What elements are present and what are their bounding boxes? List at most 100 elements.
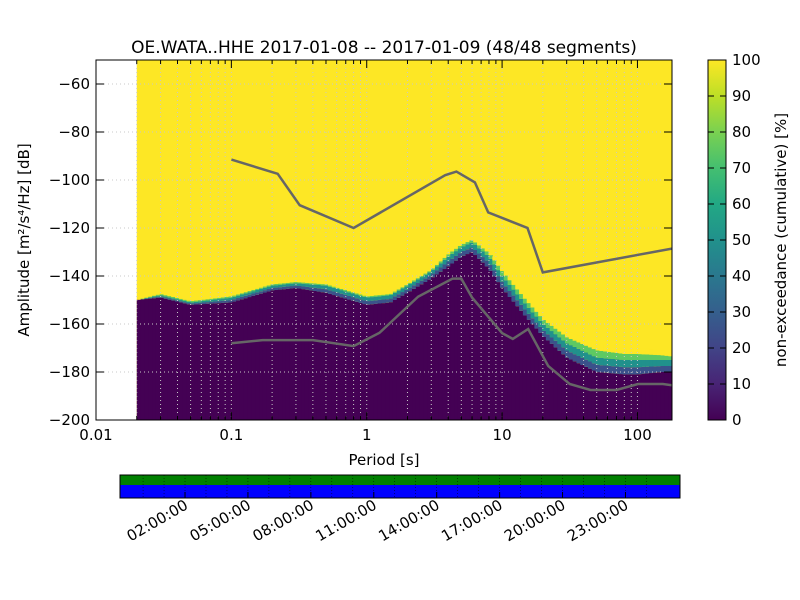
heatmap-cell (408, 287, 413, 292)
heatmap-column (362, 294, 367, 420)
heatmap-cell (182, 302, 188, 304)
heatmap-cell (274, 283, 279, 286)
heatmap-column (366, 295, 371, 420)
heatmap-cell (320, 288, 325, 293)
high-noise-model (231, 158, 672, 274)
heatmap-column (209, 297, 214, 420)
heatmap-column (350, 291, 356, 420)
heatmap-cell (454, 246, 459, 249)
heatmap-cell (194, 299, 199, 301)
heatmap-cell (373, 300, 379, 304)
heatmap-cell (599, 365, 604, 373)
heatmap-cell (591, 363, 597, 371)
heatmap-column (155, 293, 161, 420)
heatmap-cell (614, 366, 620, 374)
colorbar-tick-label: 20 (732, 339, 751, 357)
heatmap-cell (366, 295, 371, 297)
heatmap-cell (446, 266, 451, 420)
heatmap-cell (350, 300, 356, 420)
heatmap-cell (327, 290, 333, 294)
heatmap-column (217, 296, 222, 420)
heatmap-cell (522, 298, 528, 304)
heatmap-cell (626, 374, 631, 420)
heatmap-column (201, 298, 207, 420)
heatmap-cell (434, 270, 440, 275)
heatmap-cell (163, 296, 168, 298)
heatmap-cell (197, 304, 203, 420)
heatmap-cell (423, 281, 428, 420)
heatmap-cell (213, 301, 218, 304)
heatmap-cell (660, 360, 665, 366)
heatmap-cell (327, 285, 333, 287)
heatmap-cell (335, 296, 340, 420)
heatmap-cell (542, 324, 547, 331)
heatmap-cell (182, 303, 188, 420)
heatmap-cell (347, 291, 352, 293)
heatmap-cell (664, 355, 669, 360)
heatmap-column (232, 294, 237, 420)
colorbar-tick-label: 60 (732, 195, 751, 213)
heatmap-cell (587, 368, 593, 420)
heatmap-cell (591, 356, 597, 364)
heatmap-cell (190, 303, 195, 305)
heatmap-column (610, 345, 616, 420)
heatmap-cell (389, 294, 394, 299)
heatmap-cell (278, 284, 283, 288)
colorbar-tick-label: 50 (732, 231, 751, 249)
heatmap-cell (622, 347, 627, 354)
heatmap-cell (618, 353, 623, 360)
timeline-grid (142, 475, 647, 498)
heatmap-cell (503, 280, 509, 287)
heatmap-column (335, 286, 340, 420)
heatmap-cell (442, 269, 448, 420)
heatmap-cell (347, 299, 352, 420)
heatmap-cell (450, 251, 455, 254)
heatmap-cell (542, 336, 547, 420)
heatmap-cell (607, 373, 612, 420)
heatmap-cell (415, 286, 421, 420)
heatmap-column (427, 270, 432, 420)
heatmap-cell (396, 289, 402, 291)
heatmap-cell (507, 290, 513, 297)
heatmap-cell (561, 328, 566, 335)
heatmap-column (289, 281, 295, 420)
heatmap-cell (339, 290, 344, 294)
heatmap-cell (159, 297, 165, 420)
heatmap-column (404, 283, 409, 420)
heatmap-cell (668, 352, 672, 357)
timeline-tick-label: 11:00:00 (312, 496, 379, 545)
heatmap-column (320, 282, 325, 420)
heatmap-cell (492, 260, 497, 265)
timeline-tick-label: 17:00:00 (438, 496, 505, 545)
heatmap-cell (461, 255, 467, 420)
heatmap-cell (515, 284, 520, 290)
heatmap-cell (649, 373, 654, 420)
heatmap-cell (580, 344, 585, 351)
heatmap-cell (136, 299, 142, 420)
heatmap-cell (171, 296, 176, 299)
heatmap-cell (224, 298, 230, 301)
heatmap-cell (163, 297, 168, 299)
heatmap-column (568, 332, 574, 420)
heatmap-cell (419, 274, 425, 276)
heatmap-cell (408, 291, 413, 420)
heatmap-cell (389, 298, 394, 303)
heatmap-column (641, 348, 646, 420)
heatmap-column (431, 267, 436, 420)
colorbar-tick-label: 0 (732, 411, 742, 429)
heatmap-cell (400, 295, 405, 420)
heatmap-cell (155, 296, 161, 298)
heatmap-column (385, 293, 390, 420)
heatmap-cell (484, 251, 490, 255)
heatmap-cell (174, 296, 180, 298)
heatmap-cell (564, 343, 570, 351)
heatmap-cell (167, 298, 172, 300)
chart-title: OE.WATA..HHE 2017-01-08 -- 2017-01-09 (4… (131, 38, 637, 58)
heatmap-cell (511, 279, 516, 285)
heatmap-column (186, 299, 191, 420)
heatmap-cell (652, 372, 658, 420)
heatmap-cell (477, 253, 482, 259)
heatmap-column (534, 306, 539, 420)
heatmap-column (274, 282, 279, 420)
heatmap-cell (595, 350, 600, 358)
